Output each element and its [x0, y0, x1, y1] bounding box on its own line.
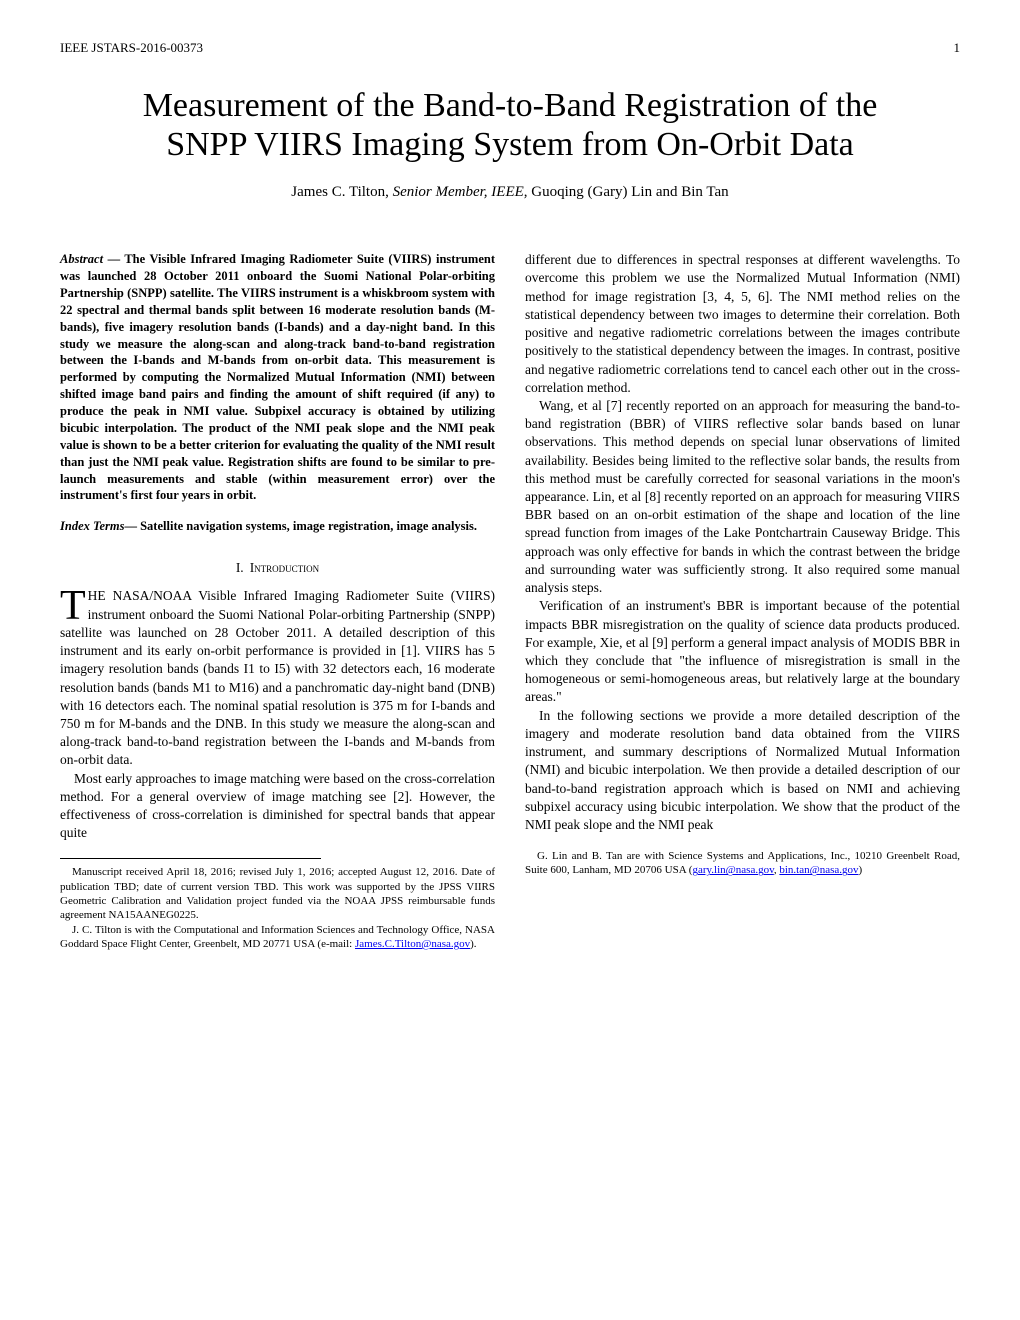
- mail-link-tilton[interactable]: James.C.Tilton@nasa.gov: [355, 938, 470, 950]
- abstract-label: Abstract: [60, 252, 103, 266]
- abstract: Abstract — The Visible Infrared Imaging …: [60, 251, 495, 504]
- dropcap: T: [60, 587, 88, 623]
- mail-link-tan[interactable]: bin.tan@nasa.gov: [779, 864, 858, 876]
- author-membership: Senior Member, IEEE: [393, 184, 524, 200]
- author-line: James C. Tilton, Senior Member, IEEE, Gu…: [60, 184, 960, 201]
- section-heading-1: I. Introduction: [60, 559, 495, 577]
- footnote-manuscript: Manuscript received April 18, 2016; revi…: [60, 865, 495, 922]
- footnote-tilton: J. C. Tilton is with the Computational a…: [60, 923, 495, 952]
- body-paragraph-1: THE NASA/NOAA Visible Infrared Imaging R…: [60, 587, 495, 769]
- body-paragraph-2b: different due to differences in spectral…: [525, 251, 960, 397]
- body-paragraph-3: Wang, et al [7] recently reported on an …: [525, 397, 960, 597]
- footnotes-right: G. Lin and B. Tan are with Science Syste…: [525, 849, 960, 878]
- footnote-separator: [60, 858, 321, 859]
- section-number: I.: [236, 560, 244, 575]
- footnote-lin-tan: G. Lin and B. Tan are with Science Syste…: [525, 849, 960, 878]
- index-terms-label: Index Terms: [60, 519, 124, 533]
- footnote-tilton-post: ).: [470, 938, 476, 950]
- footnote-lintan-post: ): [859, 864, 863, 876]
- body-paragraph-2a: Most early approaches to image matching …: [60, 770, 495, 843]
- section-title: Introduction: [250, 560, 320, 575]
- footnotes-left: Manuscript received April 18, 2016; revi…: [60, 865, 495, 951]
- author-rest: , Guoqing (Gary) Lin and Bin Tan: [524, 184, 729, 200]
- author-name: James C. Tilton,: [291, 184, 392, 200]
- body-paragraph-4: Verification of an instrument's BBR is i…: [525, 597, 960, 706]
- paper-title: Measurement of the Band-to-Band Registra…: [100, 86, 920, 164]
- page-number: 1: [954, 40, 961, 56]
- index-terms: Index Terms— Satellite navigation system…: [60, 518, 495, 535]
- journal-id: IEEE JSTARS-2016-00373: [60, 40, 203, 56]
- p1-text: HE NASA/NOAA Visible Infrared Imaging Ra…: [60, 588, 495, 767]
- abstract-text: — The Visible Infrared Imaging Radiomete…: [60, 252, 495, 502]
- mail-link-lin[interactable]: gary.lin@nasa.gov: [692, 864, 773, 876]
- body-paragraph-5: In the following sections we provide a m…: [525, 707, 960, 835]
- index-terms-text: — Satellite navigation systems, image re…: [124, 519, 477, 533]
